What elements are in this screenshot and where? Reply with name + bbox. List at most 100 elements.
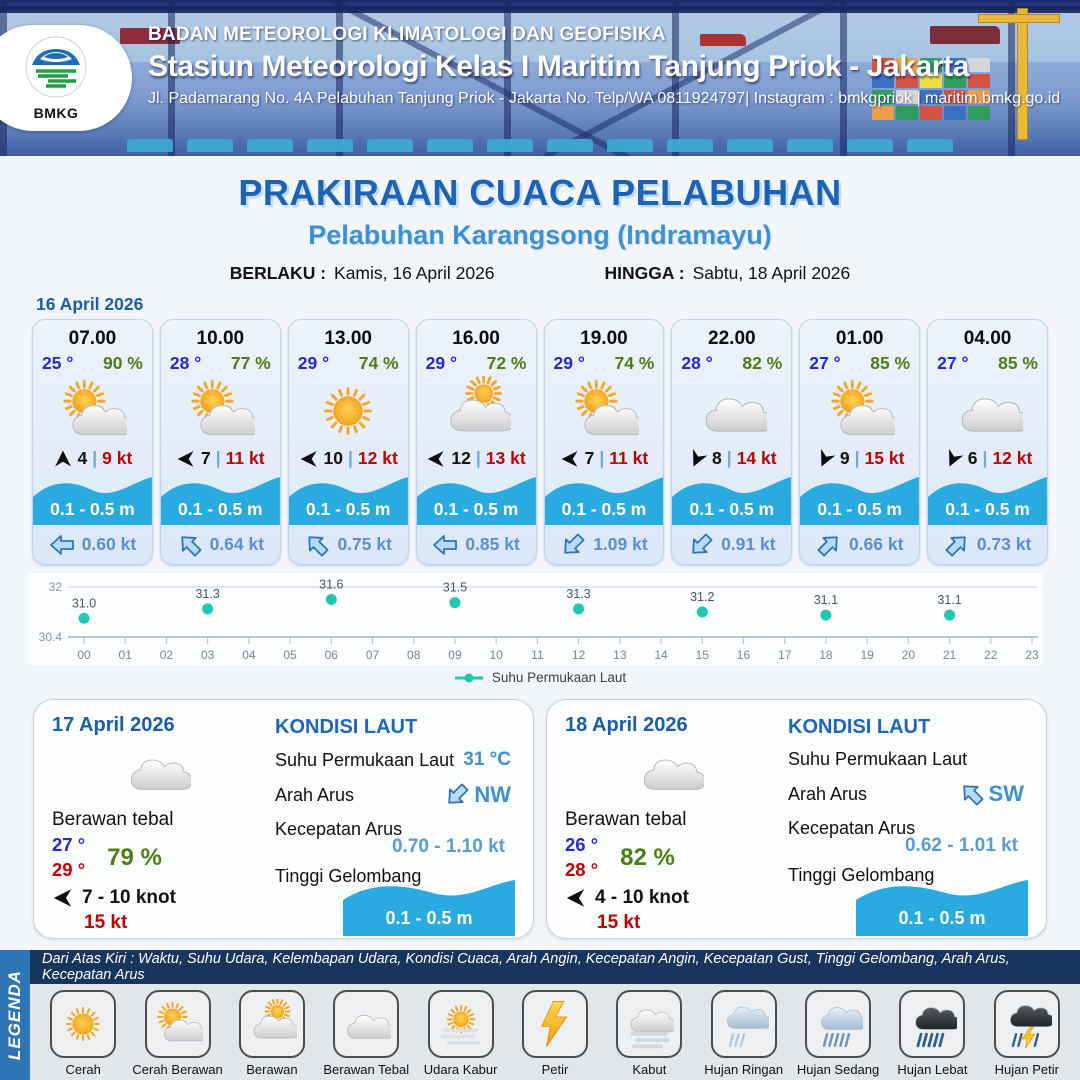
hujan-lebat-icon — [899, 990, 966, 1058]
current-speed: 0.73 kt — [976, 534, 1032, 554]
legend-item: Berawan Tebal — [322, 990, 410, 1077]
forecast-card: 04.00 27 ° 85 % 6 | 12 kt 0.1 - 0.5 m 0.… — [927, 319, 1048, 565]
forecast-card: 10.00 28 ° 77 % 7 | 11 kt 0.1 - 0.5 m 0.… — [159, 319, 281, 565]
gust-speed: 11 kt — [225, 448, 265, 468]
cerah-berawan-icon — [545, 374, 664, 448]
current-speed: 0.85 kt — [465, 534, 520, 554]
gust-speed: 14 kt — [736, 448, 777, 468]
chairs-illustration — [0, 139, 1080, 152]
humidity: 82 % — [742, 353, 783, 373]
sst-label: Suhu Permukaan Laut — [788, 749, 968, 769]
wave-height-band: 0.1 - 0.5 m — [800, 471, 920, 525]
temp-max: 28 ° — [565, 858, 599, 880]
wave-height-label: Tinggi Gelombang — [788, 865, 935, 885]
wind-speed: 4 — [77, 448, 88, 468]
current-row: 0.91 kt — [672, 525, 791, 564]
sst-chart: 32 30.4 00 01 02 03 04 05 06 07 08 09 10 11 12 13 14 15 16… — [28, 573, 1052, 670]
current-direction-icon — [688, 532, 714, 558]
sst-value: 31 °C — [463, 749, 511, 770]
sea-conditions: KONDISI LAUT Suhu Permukaan Laut 31 °C A… — [265, 714, 515, 936]
berlaku-value: Kamis, 16 April 2026 — [334, 263, 495, 283]
svg-text:00: 00 — [77, 648, 91, 662]
berawan-icon — [417, 374, 536, 448]
current-row: 1.09 kt — [545, 525, 664, 564]
daily-wind-row: 4 - 10 knot — [565, 887, 770, 909]
svg-text:01: 01 — [119, 648, 133, 662]
air-temperature: 29 ° — [297, 353, 330, 373]
daily-forecast-card: 18 April 2026 Berawan tebal 26 ° 28 ° 82… — [546, 699, 1047, 939]
svg-text:03: 03 — [201, 648, 215, 662]
svg-text:06: 06 — [325, 648, 339, 662]
wave-icon — [343, 879, 515, 936]
wind-speed: 7 — [201, 448, 211, 468]
valid-until: HINGGA : Sabtu, 18 April 2026 — [605, 263, 851, 284]
humidity: 90 % — [102, 353, 143, 373]
wind-row: 4 | 9 kt — [33, 448, 152, 469]
forecast-time: 10.00 — [196, 328, 245, 349]
berlaku-label: BERLAKU : — [229, 263, 327, 283]
sst-label: Suhu Permukaan Laut — [275, 749, 455, 770]
legend-item: Hujan Lebat — [888, 990, 976, 1077]
station-address: Jl. Padamarang No. 4A Pelabuhan Tanjung … — [148, 90, 1061, 107]
cerah-berawan-icon — [144, 990, 211, 1058]
current-speed: 1.09 kt — [593, 534, 648, 554]
air-temperature: 28 ° — [169, 353, 202, 373]
wind-direction-icon — [299, 449, 319, 469]
current-row: 0.66 kt — [800, 525, 919, 564]
hingga-label: HINGGA : — [604, 263, 685, 283]
wind-direction-icon — [687, 448, 708, 469]
legend-item: Hujan Ringan — [700, 990, 788, 1077]
svg-text:15: 15 — [696, 648, 710, 662]
current-direction-icon — [959, 781, 985, 807]
daily-wind-speed: 7 - 10 knot — [82, 886, 176, 908]
svg-text:07: 07 — [366, 648, 380, 662]
air-temperature: 28 ° — [681, 353, 713, 373]
wave-height: 0.1 - 0.5 m — [817, 499, 902, 519]
current-direction-icon — [560, 532, 586, 558]
gust-speed: 12 kt — [992, 448, 1033, 468]
wind-row: 9 | 15 kt — [800, 448, 919, 469]
legend-item: Berawan — [228, 990, 316, 1077]
legend-item-label: Petir — [541, 1062, 569, 1077]
forecast-date-label: 16 April 2026 — [36, 294, 144, 314]
wind-direction-icon — [52, 887, 74, 909]
humidity: 85 % — [998, 353, 1038, 373]
humidity: 85 % — [870, 353, 911, 373]
wave-height-value: 0.1 - 0.5 m — [385, 907, 473, 928]
svg-text:30.4: 30.4 — [39, 630, 63, 644]
humidity: 77 % — [230, 353, 271, 373]
legend-item-label: Hujan Ringan — [704, 1062, 784, 1077]
wind-speed: 9 — [839, 448, 850, 468]
hujan-ringan-icon — [710, 990, 777, 1058]
legend-band: LEGENDA Dari Atas Kiri : Waktu, Suhu Uda… — [0, 950, 1080, 1080]
legend-item: Udara Kabur — [417, 990, 505, 1077]
wind-direction-icon — [176, 449, 196, 469]
current-direction: SW — [959, 781, 1024, 807]
daily-humidity: 82 % — [620, 843, 675, 871]
forecast-time: 16.00 — [452, 328, 500, 349]
sea-conditions-title: KONDISI LAUT — [788, 716, 931, 738]
current-direction-icon — [49, 532, 75, 558]
wind-speed: 12 — [451, 448, 471, 468]
wind-direction-icon — [815, 448, 836, 469]
temp-min: 27 ° — [52, 834, 86, 855]
wind-row: 7 | 11 kt — [161, 448, 280, 469]
legend-strip-label: LEGENDA — [5, 969, 24, 1061]
wave-icon — [856, 879, 1028, 936]
separator: | — [348, 448, 353, 468]
wind-direction-icon — [426, 449, 446, 469]
wind-row: 8 | 14 kt — [672, 448, 791, 469]
berawan-tebal-icon — [928, 374, 1047, 448]
wave-height: 0.1 - 0.5 m — [945, 499, 1030, 519]
current-direction-icon — [444, 782, 470, 808]
current-speed-label: Kecepatan Arus — [788, 818, 916, 838]
legend-item-label: Berawan Tebal — [323, 1062, 410, 1077]
berawan-tebal-icon — [672, 374, 791, 448]
containers-illustration — [872, 58, 990, 120]
forecast-time: 07.00 — [68, 328, 117, 349]
station-name: Stasiun Meteorologi Kelas I Maritim Tanj… — [148, 50, 970, 83]
forecast-time: 22.00 — [708, 328, 756, 349]
current-speed-value: 0.62 - 1.01 kt — [904, 835, 1018, 856]
legend-item-label: Kabut — [632, 1062, 667, 1077]
